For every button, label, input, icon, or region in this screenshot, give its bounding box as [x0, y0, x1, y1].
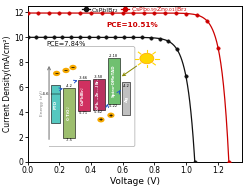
- Text: PCE=7.84%: PCE=7.84%: [47, 41, 86, 47]
- Legend: CsPbIBr₂, CsPb$_{0.99}$Zn$_{0.01}$IBr₂: CsPbIBr₂, CsPb$_{0.99}$Zn$_{0.01}$IBr₂: [80, 3, 189, 17]
- Y-axis label: Current Density(mA/cm²): Current Density(mA/cm²): [3, 36, 12, 132]
- Text: PCE=10.51%: PCE=10.51%: [107, 22, 159, 28]
- X-axis label: Voltage (V): Voltage (V): [110, 177, 159, 186]
